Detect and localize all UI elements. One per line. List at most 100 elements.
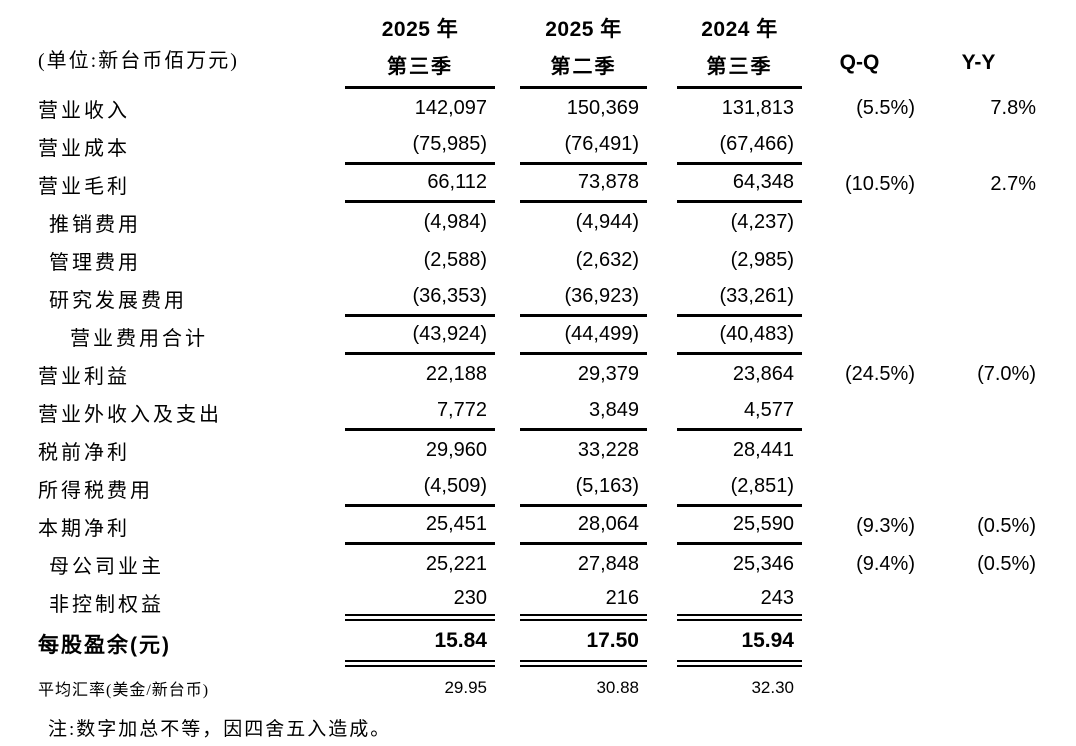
spacer — [495, 507, 520, 545]
row-revenue: 营业收入 142,097 150,369 131,813 (5.5%) 7.8% — [0, 89, 1076, 127]
table-header-row: (单位:新台币佰万元) 2025 年 第三季 2025 年 第二季 2024 年… — [0, 0, 1076, 89]
value-2024-q3: 32.30 — [751, 678, 794, 697]
value-2025-q2: (4,944) — [575, 210, 639, 233]
footnote: 注:数字加总不等，因四舍五入造成。 — [48, 718, 392, 740]
spacer — [647, 469, 677, 507]
value-2025-q2: 33,228 — [577, 438, 639, 461]
row-operating-income: 营业利益 22,188 29,379 23,864 (24.5%) (7.0%) — [0, 355, 1076, 393]
yy-value — [917, 621, 1040, 667]
row-label: 推销费用 — [49, 213, 141, 236]
spacer — [647, 667, 677, 709]
spacer — [647, 583, 677, 621]
row-admin-expenses: 管理费用 (2,588) (2,632) (2,985) — [0, 241, 1076, 279]
value-2025-q2: (76,491) — [520, 127, 647, 165]
spacer — [495, 393, 520, 431]
row-label: 营业外收入及支出 — [38, 403, 222, 426]
row-parent-company-owners: 母公司业主 25,221 27,848 25,346 (9.4%) (0.5%) — [0, 545, 1076, 583]
value-2024-q3: 243 — [677, 583, 802, 621]
qq-value — [802, 203, 917, 241]
value-2025-q3: 25,451 — [345, 507, 495, 545]
qq-value — [802, 431, 917, 469]
unit-label: (单位:新台币佰万元) — [38, 50, 239, 72]
spacer — [647, 317, 677, 355]
row-average-exchange-rate: 平均汇率(美金/新台币) 29.95 30.88 32.30 — [0, 667, 1076, 709]
row-gross-profit: 营业毛利 66,112 73,878 64,348 (10.5%) 2.7% — [0, 165, 1076, 203]
value-2024-q3: 28,441 — [732, 438, 794, 461]
spacer — [495, 469, 520, 507]
row-non-operating-income: 营业外收入及支出 7,772 3,849 4,577 — [0, 393, 1076, 431]
row-pretax-income: 税前净利 29,960 33,228 28,441 — [0, 431, 1076, 469]
value-2024-q3: (33,261) — [677, 279, 802, 317]
spacer — [495, 545, 520, 583]
yy-value — [917, 241, 1040, 279]
yy-value — [917, 279, 1040, 317]
value-2025-q3: 7,772 — [345, 393, 495, 431]
value-2024-q3: (2,851) — [677, 469, 802, 507]
value-2024-q3: 15.94 — [677, 621, 802, 667]
yy-value — [917, 393, 1040, 431]
spacer — [647, 507, 677, 545]
yy-value — [917, 203, 1040, 241]
value-2025-q3: 22,188 — [425, 362, 487, 385]
value-2025-q3: 15.84 — [345, 621, 495, 667]
quarter-label: 第三季 — [387, 56, 453, 78]
yy-column-header: Y-Y — [961, 51, 996, 74]
yy-value: (7.0%) — [977, 362, 1036, 385]
value-2024-q3: 64,348 — [677, 165, 802, 203]
value-2025-q3: 29.95 — [444, 678, 487, 697]
yy-value: (0.5%) — [977, 514, 1036, 537]
spacer — [495, 431, 520, 469]
column-header-2025-q3: 2025 年 第三季 — [345, 0, 495, 89]
column-header-2024-q3: 2024 年 第三季 — [677, 0, 802, 89]
value-2025-q3: 66,112 — [345, 165, 495, 203]
spacer — [647, 0, 677, 89]
value-2025-q2: 17.50 — [520, 621, 647, 667]
row-label: 平均汇率(美金/新台币) — [38, 682, 210, 699]
value-2025-q2: 28,064 — [520, 507, 647, 545]
qq-value: (9.3%) — [856, 514, 915, 537]
row-income-tax-expense: 所得税费用 (4,509) (5,163) (2,851) — [0, 469, 1076, 507]
value-2025-q2: 150,369 — [566, 96, 639, 119]
spacer — [495, 583, 520, 621]
value-2024-q3: (4,237) — [730, 210, 794, 233]
spacer — [495, 621, 520, 667]
value-2024-q3: (67,466) — [677, 127, 802, 165]
year-label: 2025 年 — [545, 18, 622, 41]
value-2024-q3: 23,864 — [732, 362, 794, 385]
yy-value — [917, 667, 1040, 709]
row-label: 本期净利 — [38, 517, 130, 540]
row-label: 所得税费用 — [38, 479, 153, 502]
value-2025-q2: 30.88 — [596, 678, 639, 697]
qq-value — [802, 469, 917, 507]
qq-value — [802, 241, 917, 279]
qq-value — [802, 317, 917, 355]
spacer — [647, 241, 677, 279]
row-label: 每股盈余(元) — [38, 634, 171, 657]
spacer — [647, 393, 677, 431]
quarter-label: 第二季 — [550, 56, 617, 78]
row-label: 营业费用合计 — [70, 327, 208, 350]
value-2025-q2: (36,923) — [520, 279, 647, 317]
qq-value: (5.5%) — [856, 96, 915, 119]
value-2025-q3: 142,097 — [414, 96, 487, 119]
value-2025-q3: 25,221 — [425, 552, 487, 575]
qq-value: (24.5%) — [844, 362, 915, 385]
column-header-2025-q2: 2025 年 第二季 — [520, 0, 647, 89]
value-2025-q3: (36,353) — [345, 279, 495, 317]
footnote-row: 注:数字加总不等，因四舍五入造成。 — [0, 709, 1076, 745]
row-label: 营业毛利 — [38, 175, 130, 198]
row-label: 管理费用 — [49, 251, 141, 274]
value-2024-q3: (40,483) — [677, 317, 802, 355]
yy-value — [917, 127, 1040, 165]
row-earnings-per-share: 每股盈余(元) 15.84 17.50 15.94 — [0, 621, 1076, 667]
yy-value — [917, 469, 1040, 507]
spacer — [495, 279, 520, 317]
spacer — [647, 355, 677, 393]
yy-value: 2.7% — [990, 172, 1036, 195]
qq-value — [802, 279, 917, 317]
spacer — [495, 667, 520, 709]
quarter-label: 第三季 — [706, 56, 773, 78]
value-2024-q3: 25,346 — [732, 552, 794, 575]
spacer — [495, 355, 520, 393]
value-2025-q2: 73,878 — [520, 165, 647, 203]
